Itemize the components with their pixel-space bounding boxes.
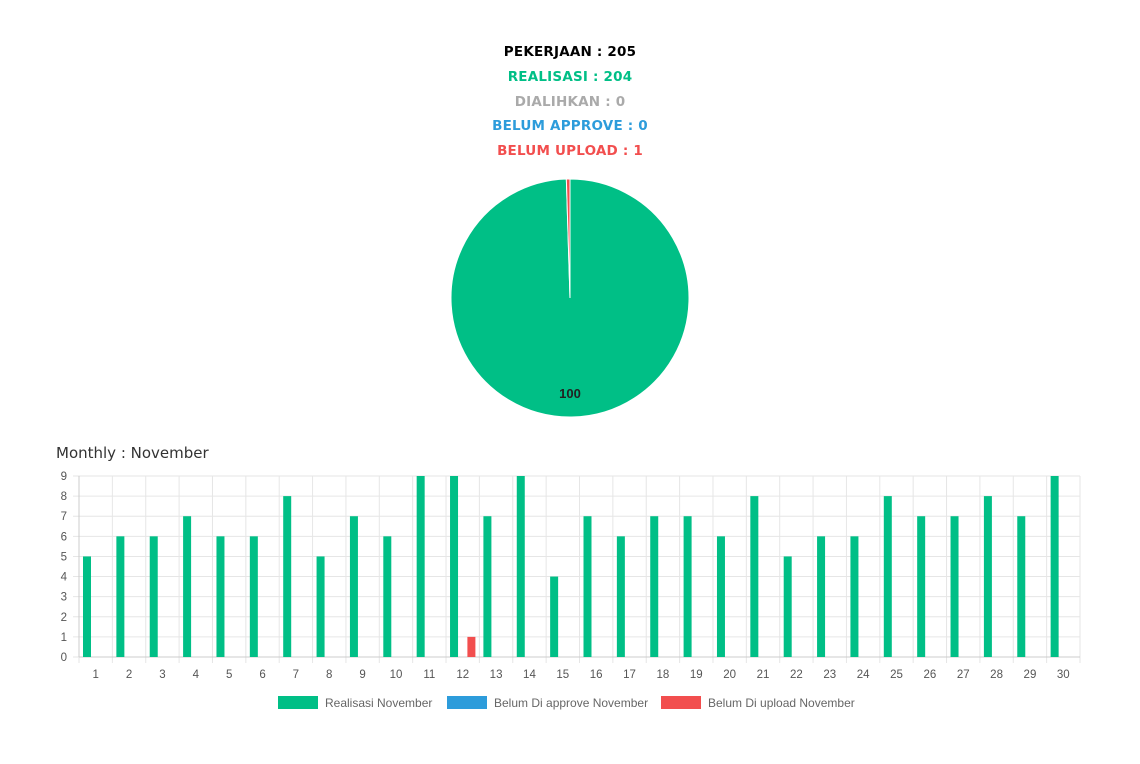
bar <box>416 476 425 657</box>
legend-swatch <box>278 696 318 709</box>
x-tick-label: 11 <box>423 669 435 681</box>
x-tick-label: 17 <box>623 669 636 681</box>
x-tick-label: 6 <box>259 669 265 681</box>
x-tick-label: 21 <box>757 669 770 681</box>
y-tick-label: 2 <box>61 612 67 624</box>
bar <box>1017 516 1026 657</box>
bar <box>983 496 992 657</box>
x-tick-label: 24 <box>857 669 870 681</box>
x-tick-label: 19 <box>690 669 703 681</box>
legend-label: Belum Di approve November <box>494 696 648 710</box>
legend-label: Belum Di upload November <box>708 696 855 710</box>
bar <box>349 516 358 657</box>
y-tick-label: 8 <box>61 491 67 503</box>
bar <box>383 536 392 657</box>
bar <box>650 516 659 657</box>
bar <box>616 536 625 657</box>
pie-slice <box>565 178 571 299</box>
bar <box>817 536 826 657</box>
pekerjaan-total: PEKERJAAN : 205 <box>503 44 637 60</box>
monthly-chart-title: Monthly : November <box>56 444 209 462</box>
x-tick-label: 25 <box>890 669 903 681</box>
x-tick-label: 2 <box>126 669 132 681</box>
bar <box>850 536 859 657</box>
legend-label: Realisasi November <box>325 696 432 710</box>
bar <box>116 536 125 657</box>
x-tick-label: 26 <box>923 669 936 681</box>
realisasi-total: REALISASI : 204 <box>507 69 633 85</box>
x-tick-label: 18 <box>657 669 670 681</box>
bar <box>583 516 592 657</box>
bar <box>183 516 192 657</box>
x-tick-label: 10 <box>390 669 403 681</box>
y-tick-label: 0 <box>61 652 67 664</box>
bar <box>716 536 725 657</box>
bar <box>249 536 258 657</box>
y-tick-label: 7 <box>61 511 67 523</box>
y-tick-label: 5 <box>61 551 67 563</box>
bar <box>516 476 525 657</box>
x-tick-label: 22 <box>790 669 803 681</box>
x-tick-label: 9 <box>359 669 365 681</box>
x-tick-label: 16 <box>590 669 603 681</box>
belum-approve-total: BELUM APPROVE : 0 <box>492 118 648 134</box>
bar <box>950 516 959 657</box>
x-tick-label: 7 <box>293 669 299 681</box>
bar <box>550 576 559 657</box>
y-tick-label: 1 <box>61 632 67 644</box>
y-tick-label: 4 <box>61 572 68 584</box>
dialihkan-total: DIALIHKAN : 0 <box>514 94 626 110</box>
x-tick-label: 28 <box>990 669 1003 681</box>
legend-swatch <box>661 696 701 709</box>
x-tick-label: 30 <box>1057 669 1070 681</box>
x-tick-label: 29 <box>1024 669 1037 681</box>
x-tick-label: 27 <box>957 669 970 681</box>
x-tick-label: 20 <box>723 669 736 681</box>
bar <box>483 516 492 657</box>
x-tick-label: 13 <box>490 669 503 681</box>
bar <box>683 516 692 657</box>
bar <box>883 496 892 657</box>
y-tick-label: 3 <box>61 592 67 604</box>
bar <box>149 536 158 657</box>
bar <box>1050 476 1059 657</box>
bar <box>750 496 759 657</box>
x-tick-label: 15 <box>556 669 569 681</box>
x-tick-label: 1 <box>92 669 98 681</box>
bar <box>783 556 792 657</box>
x-tick-label: 5 <box>226 669 232 681</box>
legend-swatch <box>447 696 487 709</box>
x-tick-label: 3 <box>159 669 165 681</box>
bar <box>917 516 926 657</box>
bar <box>83 556 91 657</box>
bar <box>216 536 225 657</box>
bar <box>450 476 459 657</box>
x-tick-label: 4 <box>193 669 200 681</box>
y-tick-label: 6 <box>61 531 67 543</box>
x-tick-label: 23 <box>823 669 836 681</box>
x-tick-label: 14 <box>523 669 536 681</box>
x-tick-label: 12 <box>456 669 469 681</box>
bar <box>316 556 325 657</box>
bar <box>283 496 292 657</box>
pie-data-label: 100 <box>559 386 581 401</box>
bar <box>467 636 476 657</box>
y-tick-label: 9 <box>61 471 67 483</box>
belum-upload-total: BELUM UPLOAD : 1 <box>497 143 643 159</box>
x-tick-label: 8 <box>326 669 332 681</box>
pie-chart: 100 <box>450 178 690 418</box>
